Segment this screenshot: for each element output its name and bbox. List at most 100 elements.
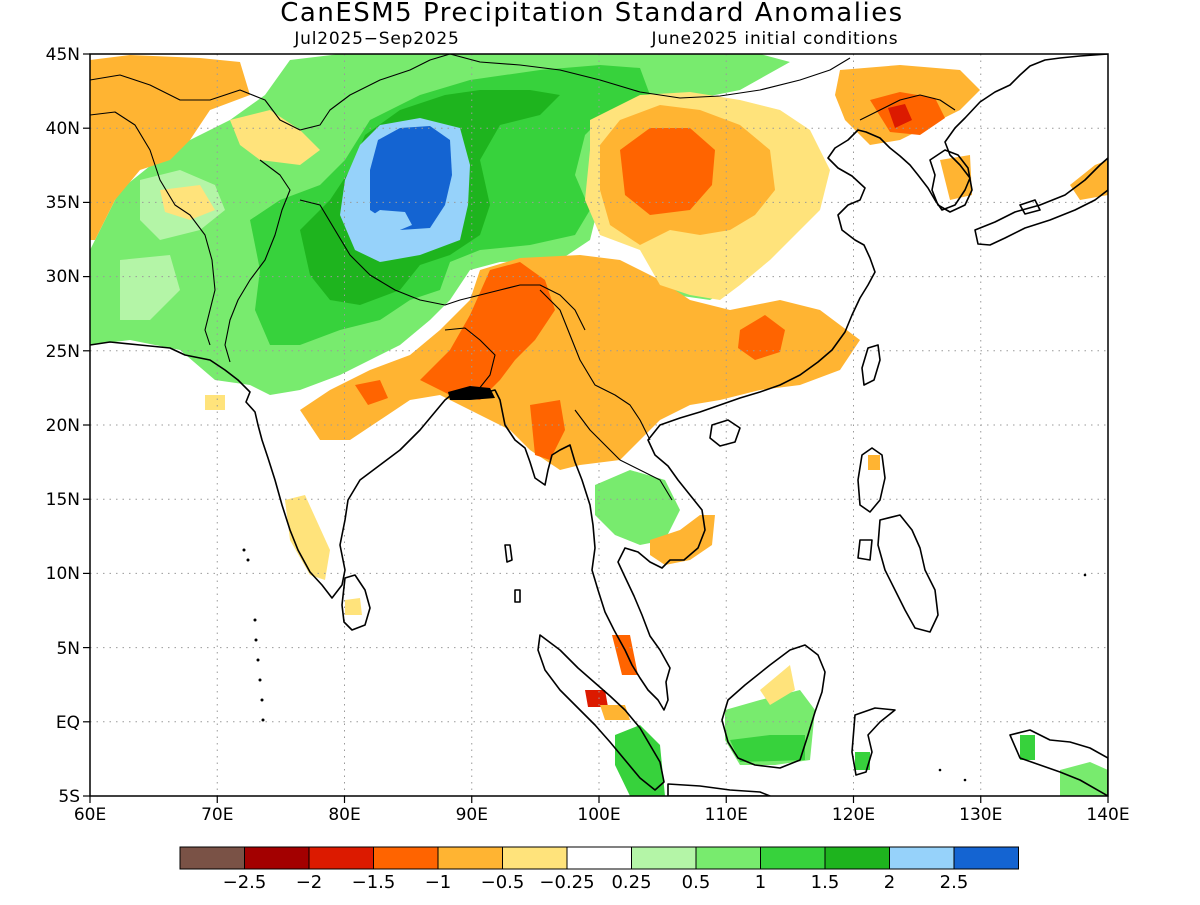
coast-java: [667, 783, 771, 796]
dry-region-india-west: [285, 495, 330, 580]
colorbar-swatch: [308, 846, 374, 870]
border-iran-afghanistan: [90, 111, 216, 346]
lon-tick-label: 60E: [74, 805, 106, 825]
colorbar-label: 1: [755, 872, 766, 893]
dry-region-mekong: [650, 515, 715, 565]
dry-region-myanmar: [530, 400, 565, 460]
lon-tick-label: 90E: [456, 805, 488, 825]
coast-hainan: [709, 419, 741, 447]
lat-tick-label: 45N: [46, 45, 80, 65]
coast-new-guinea: [1009, 729, 1108, 796]
colorbar-swatch: [631, 846, 697, 870]
dry-region-northeast-peak: [888, 104, 912, 128]
dry-region-southeast-china-core: [738, 315, 785, 360]
colorbar-swatch: [244, 846, 310, 870]
lat-tick-label: 40N: [46, 119, 80, 139]
coast-sri-lanka: [341, 574, 371, 631]
colorbar-label: −1.5: [352, 872, 396, 893]
coast-sumatra: [537, 634, 665, 791]
green-region-papua: [1060, 762, 1108, 796]
lon-tick-label: 110E: [705, 805, 748, 825]
border-north-korea: [859, 94, 956, 121]
coast-borneo: [721, 644, 826, 769]
colorbar-swatch: [695, 846, 761, 870]
dry-region-tibet-bengal: [300, 255, 860, 470]
colorbar-swatch: [373, 846, 439, 870]
colorbar-swatch: [179, 846, 245, 870]
dry-region-borneo-north: [760, 665, 795, 705]
lon-tick-label: 140E: [1086, 805, 1129, 825]
lon-tick-label: 130E: [959, 805, 1002, 825]
coastlines: [90, 54, 1108, 796]
ganges-delta: [448, 386, 495, 400]
dry-region-japan: [940, 155, 1108, 200]
coast-luzon: [857, 447, 886, 513]
colorbar-swatch: [437, 846, 503, 870]
green-region-borneo-core: [730, 735, 805, 762]
lat-tick-label: 5N: [56, 639, 80, 659]
forecast-period: Jul2025−Sep2025: [293, 29, 459, 49]
small-islands: [242, 548, 1087, 782]
map-panel: [90, 54, 1108, 796]
lat-lon-grid: [90, 54, 1108, 796]
lat-tick-label: 25N: [46, 342, 80, 362]
colorbar-swatch: [889, 846, 955, 870]
dry-region-west: [90, 55, 250, 240]
border-himalaya: [299, 199, 586, 331]
colorbar-swatch: [502, 846, 568, 870]
border-central-asia: [90, 54, 451, 131]
lon-tick-label: 80E: [328, 805, 360, 825]
colorbar-swatch: [824, 846, 890, 870]
colorbar-swatch: [760, 846, 826, 870]
colorbar-label: −2: [296, 872, 323, 893]
dry-region-sumatra-red: [585, 690, 608, 707]
colorbar-label: 0.25: [611, 872, 651, 893]
lat-tick-label: 10N: [46, 564, 80, 584]
colorbar-label: 1.5: [811, 872, 840, 893]
green-region-indochina: [595, 470, 680, 545]
coast-sulawesi: [851, 707, 896, 776]
colorbar-label: −2.5: [223, 872, 267, 893]
colorbar-swatch: [566, 846, 632, 870]
dry-region-ganges-spot: [355, 380, 388, 405]
lat-tick-label: 20N: [46, 416, 80, 436]
coast-korea: [929, 149, 973, 213]
initial-conditions-label: June2025 initial conditions: [651, 29, 899, 49]
wet-core-light-inset: [362, 210, 412, 232]
coast-philippines-south: [857, 514, 939, 633]
lat-axis: 45N 40N 35N 30N 25N 20N 15N 10N 5N EQ 5S: [46, 45, 90, 807]
figure-title: CanESM5 Precipitation Standard Anomalies: [280, 0, 903, 28]
colorbar-swatch: [953, 846, 1019, 870]
dry-region-taiwan: [205, 395, 225, 410]
colorbar-label: 2.5: [940, 872, 969, 893]
lon-tick-label: 100E: [577, 805, 620, 825]
colorbar-label: 2: [884, 872, 895, 893]
coast-arabian-sea-india: [90, 54, 1108, 711]
dry-region-tibet-bengal-core: [420, 262, 555, 400]
dry-region-west-edge: [160, 110, 320, 220]
dry-region-luzon: [868, 455, 880, 470]
border-pakistan-india: [224, 159, 291, 363]
lon-tick-label: 120E: [832, 805, 875, 825]
dry-region-sumatra-orange: [600, 705, 630, 720]
lat-tick-label: EQ: [56, 713, 80, 733]
colorbar-label: −0.5: [481, 872, 525, 893]
border-myanmar-china: [539, 289, 651, 441]
dry-region-sri-lanka: [345, 598, 362, 615]
anomaly-shading: [90, 54, 1108, 796]
dry-region-china-core: [620, 128, 715, 215]
coast-andaman: [504, 544, 521, 603]
colorbar-label: −0.25: [539, 872, 594, 893]
border-mongolia-china: [449, 54, 851, 99]
lon-tick-label: 70E: [201, 805, 233, 825]
green-region-sumatra: [615, 725, 665, 796]
coast-japan: [974, 157, 1108, 246]
lat-tick-label: 30N: [46, 267, 80, 287]
colorbar: −2.5 −2 −1.5 −1 −0.5 −0.25 0.25 0.5 1 1.5 2 2.5: [179, 846, 1019, 893]
lon-axis: 60E 70E 80E 90E 100E 110E 120E 130E 140E: [74, 796, 1130, 825]
lat-tick-label: 15N: [46, 490, 80, 510]
border-bangladesh: [444, 327, 496, 391]
colorbar-labels: −2.5 −2 −1.5 −1 −0.5 −0.25 0.25 0.5 1 1.5 2 2.5: [223, 872, 969, 893]
colorbar-swatches: [179, 846, 1019, 870]
